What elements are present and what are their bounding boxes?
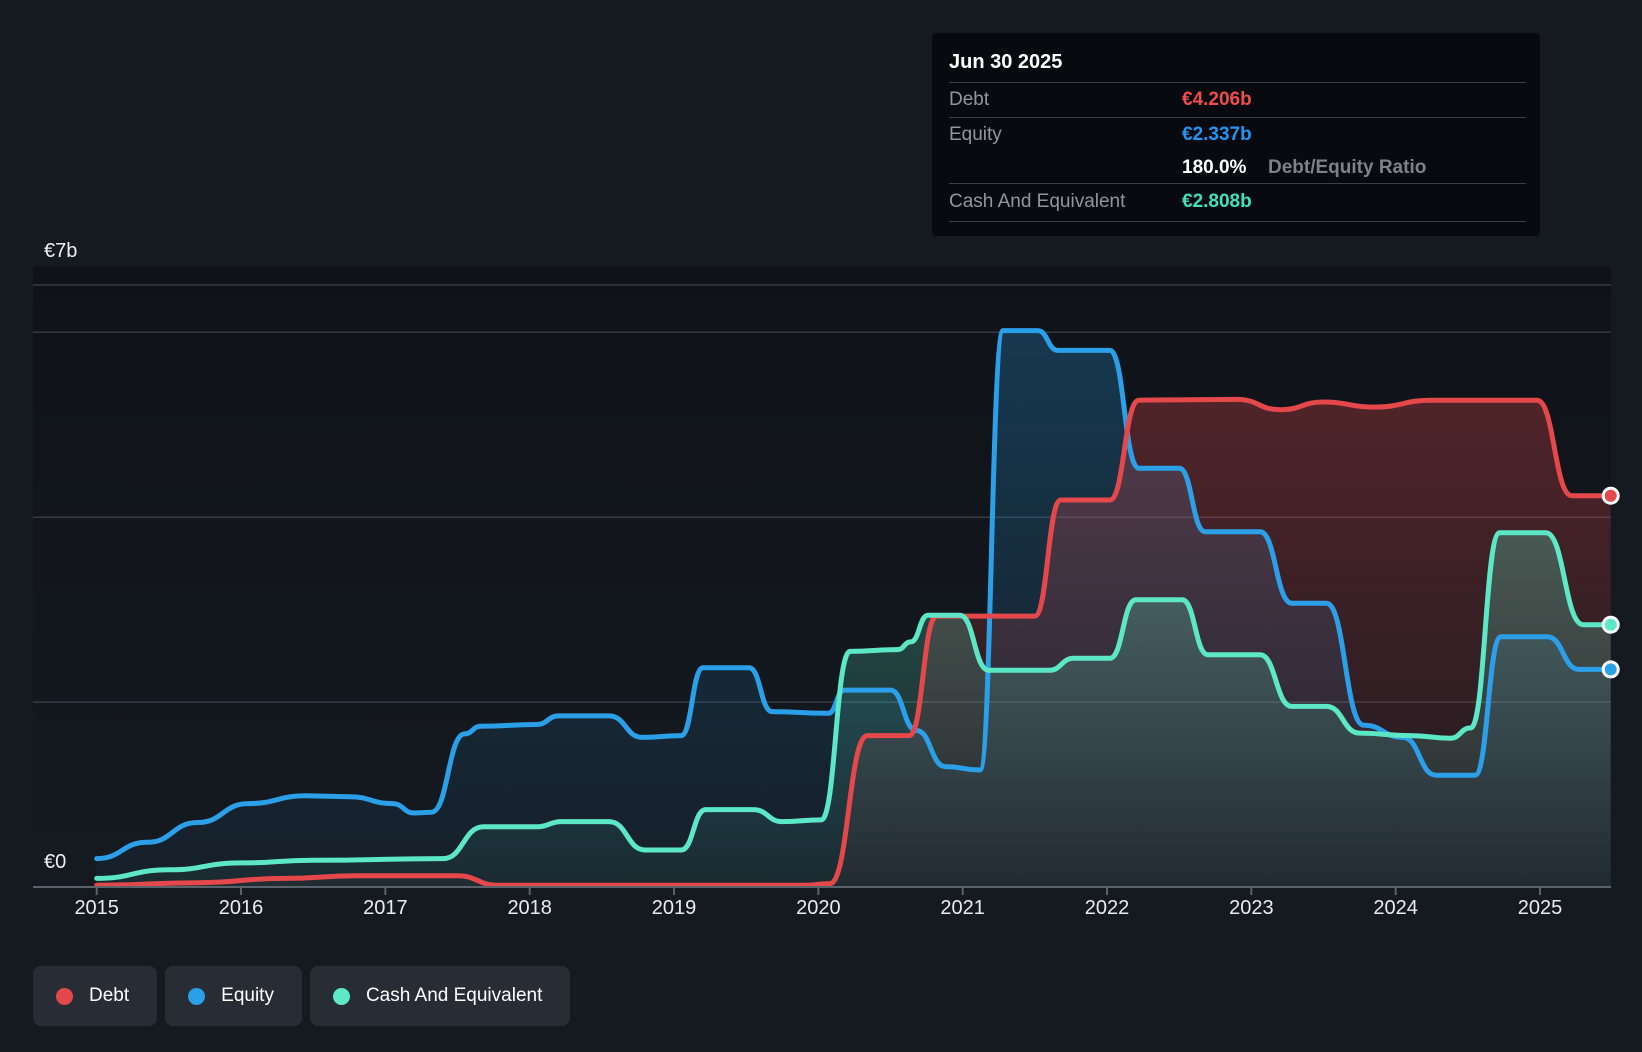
legend-equity-label: Equity: [221, 985, 274, 1006]
x-axis-year-label: 2017: [363, 897, 408, 919]
y-axis-label-top: €7b: [44, 240, 78, 262]
tooltip-date: Jun 30 2025: [949, 51, 1063, 73]
tooltip-divider: [949, 117, 1526, 118]
line-cash-and-equivalent: [94, 530, 1614, 881]
legend-item-equity[interactable]: Equity: [165, 966, 302, 1026]
x-axis-year-label: 2019: [651, 897, 697, 919]
x-axis-year-label: 2021: [940, 897, 985, 919]
tooltip-row-cash: Cash And Equivalent €2.808b: [932, 183, 1540, 221]
legend-item-cash[interactable]: Cash And Equivalent: [309, 966, 571, 1026]
legend-cash-label: Cash And Equivalent: [365, 985, 543, 1006]
equity-dot-icon: [188, 987, 206, 1005]
tooltip-row-ratio: 180.0% Debt/Equity Ratio: [932, 152, 1540, 183]
tooltip-cash-label: Cash And Equivalent: [949, 191, 1126, 212]
legend-item-debt[interactable]: Debt: [33, 966, 158, 1026]
tooltip-debt-label: Debt: [949, 89, 990, 110]
tooltip-row-debt: Debt €4.206b: [932, 82, 1540, 117]
tooltip-ratio-value: 180.0%: [1182, 157, 1247, 178]
x-axis-year-label: 2020: [796, 897, 841, 919]
tooltip-divider: [949, 183, 1526, 184]
tooltip-ratio-label: Debt/Equity Ratio: [1268, 157, 1427, 178]
tooltip-cash-value: €2.808b: [1182, 191, 1252, 212]
tooltip-divider: [949, 221, 1526, 222]
last-point-equity[interactable]: [1601, 660, 1620, 679]
x-axis-year-label: 2025: [1517, 897, 1563, 919]
chart-legend: Debt Equity Cash And Equivalent: [33, 966, 571, 1026]
tooltip-divider: [949, 82, 1526, 83]
tooltip-equity-label: Equity: [949, 124, 1002, 145]
area-cash-and-equivalent: [96, 532, 1611, 886]
x-axis-year-label: 2023: [1229, 897, 1274, 919]
x-axis-year-label: 2016: [218, 897, 264, 919]
tooltip-debt-value: €4.206b: [1182, 89, 1252, 110]
tooltip-row-equity: Equity €2.337b: [932, 117, 1540, 152]
last-point-cash-and-equivalent[interactable]: [1601, 615, 1620, 634]
chart-tooltip: Jun 30 2025 Debt €4.206b Equity €2.337b …: [932, 33, 1540, 236]
x-axis-year-label: 2022: [1084, 897, 1130, 919]
tooltip-equity-value: €2.337b: [1182, 124, 1252, 145]
last-point-debt[interactable]: [1601, 486, 1620, 505]
x-axis-year-label: 2024: [1373, 897, 1418, 919]
y-axis-label-zero: €0: [44, 851, 67, 873]
legend-debt-label: Debt: [89, 985, 130, 1006]
debt-dot-icon: [56, 987, 73, 1005]
line-equity: [94, 328, 1614, 862]
cash-dot-icon: [332, 987, 350, 1005]
x-axis-year-label: 2018: [507, 897, 552, 919]
x-axis-year-label: 2015: [74, 897, 119, 919]
